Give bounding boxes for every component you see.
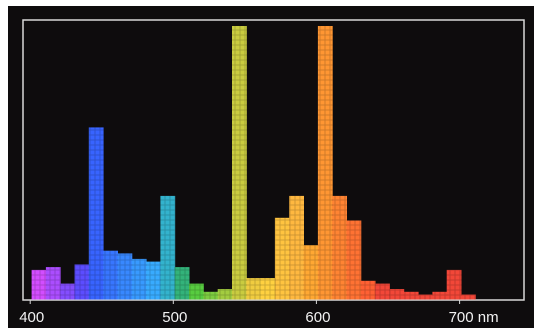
bar-texture-overlay xyxy=(160,195,176,300)
bar-texture-overlay xyxy=(246,278,262,300)
bar-texture-overlay xyxy=(60,283,75,300)
bar-texture-overlay xyxy=(389,289,405,300)
bar-texture-overlay xyxy=(174,267,190,300)
bar-texture-overlay xyxy=(346,220,362,300)
bar-texture-overlay xyxy=(260,278,276,300)
bar-texture-overlay xyxy=(403,291,419,300)
bar-texture xyxy=(31,26,476,301)
bar-texture-overlay xyxy=(461,294,476,300)
x-tick-label: 600 xyxy=(305,309,330,326)
bar-texture-overlay xyxy=(146,261,161,300)
bar-texture-overlay xyxy=(117,253,133,300)
bar-texture-overlay xyxy=(74,264,90,300)
bar-texture-overlay xyxy=(189,283,204,300)
bar-texture-overlay xyxy=(332,195,347,300)
bar-texture-overlay xyxy=(303,245,319,300)
bar-texture-overlay xyxy=(45,267,61,300)
bar-texture-overlay xyxy=(446,269,462,300)
bar-texture-overlay xyxy=(432,291,448,300)
x-axis-ticks: 400 500 600 700 nm xyxy=(19,300,499,326)
bar-texture-overlay xyxy=(31,269,47,300)
x-tick-label: 500 xyxy=(162,309,187,326)
bar-texture-overlay xyxy=(360,280,376,300)
bar-texture-overlay xyxy=(317,26,333,300)
bar-texture-overlay xyxy=(375,283,390,300)
bar-texture-overlay xyxy=(418,294,433,300)
bar-texture-overlay xyxy=(289,195,304,300)
bar-texture-overlay xyxy=(232,26,247,300)
bar-texture-overlay xyxy=(88,127,104,301)
x-tick-label: 700 nm xyxy=(449,309,499,326)
bar-texture-overlay xyxy=(131,258,147,300)
x-tick-label: 400 xyxy=(19,309,44,326)
bar-texture-overlay xyxy=(103,250,118,300)
bar-texture-overlay xyxy=(274,217,290,300)
bar-texture-overlay xyxy=(217,289,233,300)
bar-texture-overlay xyxy=(203,291,219,300)
